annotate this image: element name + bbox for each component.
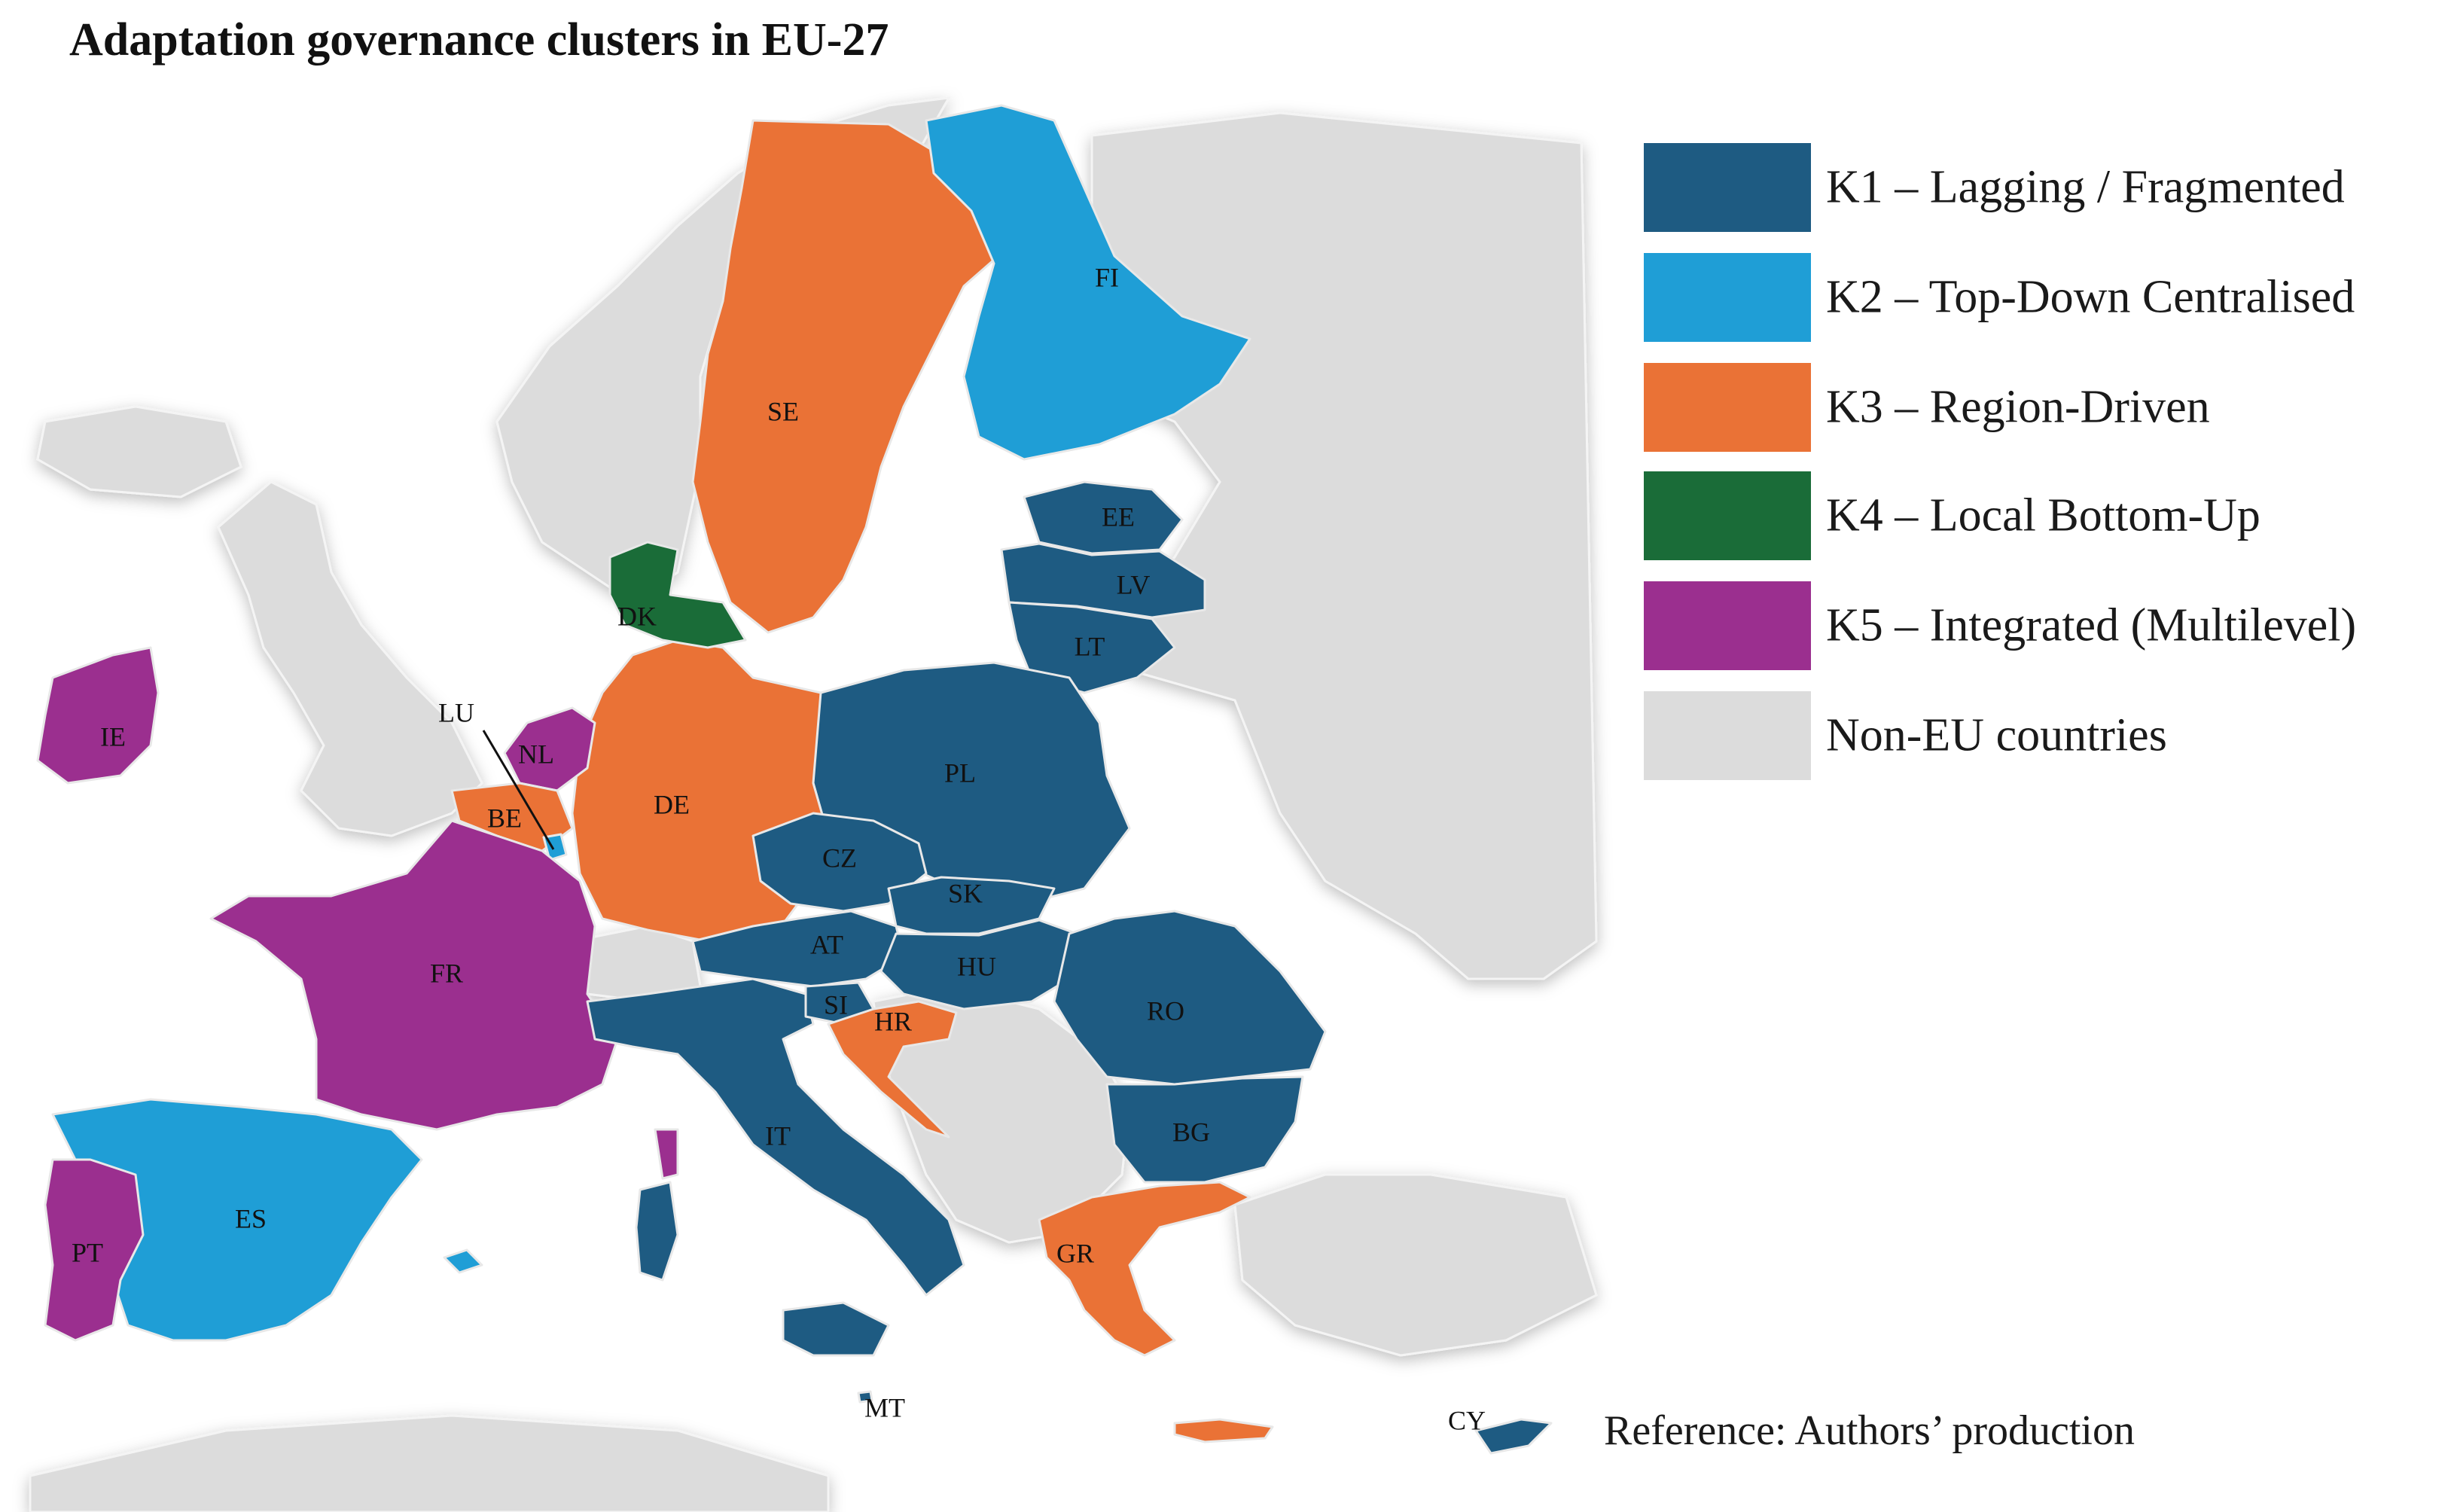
legend-swatch-k3 (1644, 363, 1811, 452)
legend-label-non-eu: Non-EU countries (1826, 709, 2167, 761)
label-hu: HU (957, 951, 996, 981)
label-at: AT (810, 929, 843, 959)
country-gr[interactable] (1038, 1181, 1251, 1357)
legend-item-k1: K1 – Lagging / Fragmented (1644, 143, 2442, 232)
non-eu-uk (217, 480, 483, 837)
country-ro[interactable] (1053, 910, 1327, 1086)
reference-note: Reference: Authors’ production (1604, 1407, 2135, 1454)
label-hr: HR (874, 1006, 912, 1036)
country-labels: SE FI EE LV LT DK IE LU NL BE DE PL CZ S… (72, 262, 1486, 1435)
label-lu: LU (438, 697, 474, 727)
country-hr[interactable] (827, 1000, 958, 1139)
label-it: IT (765, 1120, 791, 1151)
non-eu-turkey (1233, 1173, 1598, 1357)
legend-swatch-k2 (1644, 253, 1811, 342)
label-cy: CY (1448, 1405, 1486, 1435)
legend-swatch-k4 (1644, 471, 1811, 560)
legend-item-non-eu: Non-EU countries (1644, 691, 2442, 780)
legend-swatch-k1 (1644, 143, 1811, 232)
legend-label-k3: K3 – Region-Driven (1826, 381, 2210, 433)
label-ro: RO (1147, 995, 1184, 1026)
eu-countries (36, 104, 1553, 1455)
country-ee[interactable] (1023, 480, 1184, 555)
country-it-sicily[interactable] (782, 1301, 890, 1357)
label-fi: FI (1095, 262, 1119, 292)
label-cz: CZ (822, 843, 857, 873)
label-pt: PT (72, 1237, 103, 1267)
legend-swatch-k5 (1644, 581, 1811, 670)
legend-item-k2: K2 – Top-Down Centralised (1644, 253, 2442, 342)
country-hu[interactable] (879, 919, 1078, 1011)
legend-item-k5: K5 – Integrated (Multilevel) (1644, 581, 2442, 670)
label-es: ES (235, 1203, 267, 1233)
label-se: SE (767, 396, 799, 426)
label-dk: DK (617, 601, 657, 631)
label-de: DE (654, 789, 690, 819)
legend-label-k1: K1 – Lagging / Fragmented (1826, 161, 2345, 213)
label-ee: EE (1102, 501, 1135, 532)
country-gr-crete[interactable] (1173, 1418, 1274, 1443)
country-it[interactable] (586, 977, 965, 1297)
map-title: Adaptation governance clusters in EU-27 (69, 14, 889, 66)
label-sk: SK (948, 878, 983, 908)
label-ie: IE (100, 721, 126, 751)
legend-label-k4: K4 – Local Bottom-Up (1826, 489, 2260, 541)
label-fr: FR (430, 958, 463, 988)
country-bg[interactable] (1105, 1075, 1304, 1184)
label-bg: BG (1172, 1117, 1210, 1147)
non-eu-iceland (36, 405, 242, 498)
legend-label-k2: K2 – Top-Down Centralised (1826, 271, 2355, 323)
country-fr-corsica[interactable] (654, 1128, 679, 1180)
label-be: BE (487, 803, 522, 833)
country-cy[interactable] (1474, 1418, 1553, 1455)
legend-swatch-non-eu (1644, 691, 1811, 780)
label-gr: GR (1056, 1238, 1094, 1268)
label-nl: NL (518, 739, 554, 769)
country-dk[interactable] (608, 541, 747, 649)
legend-label-k5: K5 – Integrated (Multilevel) (1826, 599, 2357, 651)
country-fr[interactable] (209, 819, 619, 1131)
label-lt: LT (1075, 631, 1105, 661)
country-it-sardinia[interactable] (635, 1181, 679, 1282)
country-lt[interactable] (1008, 601, 1176, 694)
country-fi[interactable] (925, 104, 1251, 461)
country-es-baleares[interactable] (443, 1248, 483, 1274)
label-lv: LV (1117, 569, 1151, 599)
lu-leader-line (482, 730, 555, 850)
europe-map: SE FI EE LV LT DK IE LU NL BE DE PL CZ S… (29, 96, 1598, 1512)
country-mt[interactable] (857, 1390, 873, 1404)
legend-item-k4: K4 – Local Bottom-Up (1644, 471, 2442, 560)
non-eu-north-africa (29, 1414, 830, 1512)
label-pl: PL (944, 758, 976, 788)
label-si: SI (824, 989, 848, 1020)
legend-item-k3: K3 – Region-Driven (1644, 363, 2442, 452)
country-sk[interactable] (887, 876, 1056, 935)
country-nl[interactable] (503, 706, 596, 792)
non-eu-russia-east (1090, 111, 1598, 980)
label-mt: MT (864, 1392, 905, 1422)
country-ie[interactable] (36, 646, 160, 785)
country-pt[interactable] (44, 1158, 145, 1342)
